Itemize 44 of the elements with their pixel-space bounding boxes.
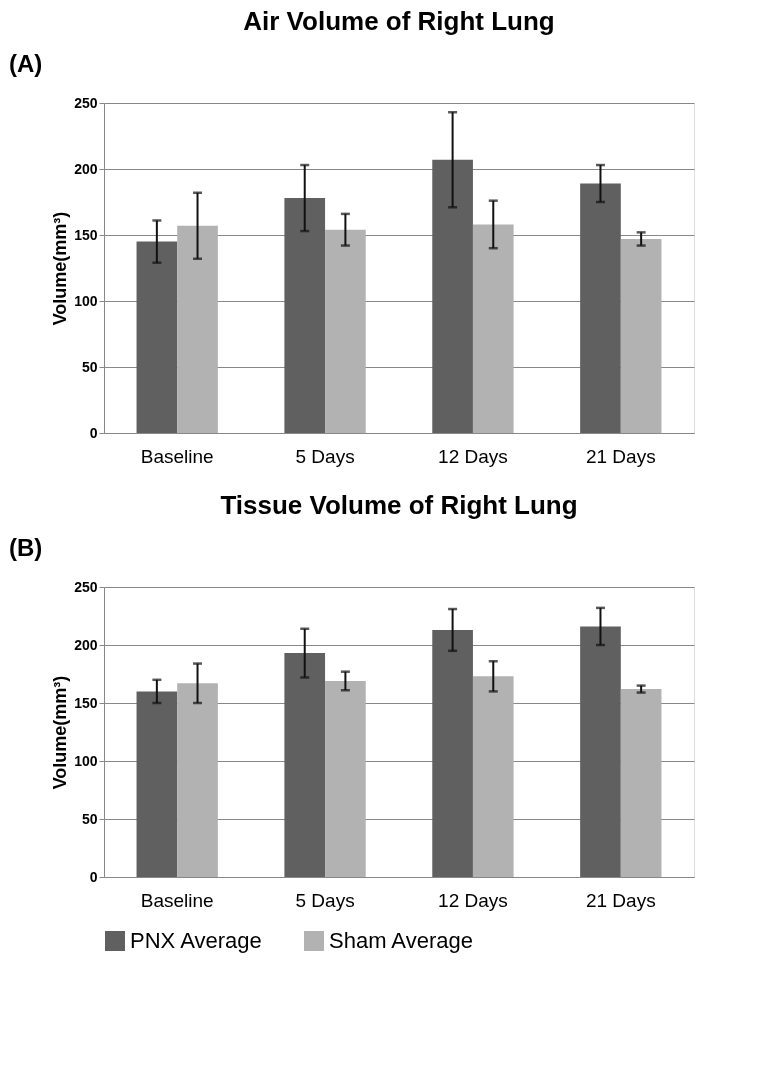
legend-label: PNX Average <box>130 928 262 953</box>
bar <box>136 241 178 433</box>
bar <box>177 225 218 433</box>
chart-title: Tissue Volume of Right Lung <box>220 490 578 520</box>
x-tick-label: 21 Days <box>585 445 656 467</box>
bar <box>284 653 326 877</box>
y-axis-title: Volume(mm³) <box>50 675 71 790</box>
bar <box>284 198 326 433</box>
text: (A) <box>9 50 43 77</box>
bar <box>620 689 662 877</box>
y-tick-label: 0 <box>89 868 98 885</box>
x-tick-label: 5 Days <box>295 445 355 467</box>
bar <box>177 683 218 877</box>
text: (B) <box>9 534 43 561</box>
x-tick-label: Baseline <box>140 889 214 911</box>
y-tick-label: 50 <box>81 810 98 827</box>
y-tick-label: 200 <box>74 160 98 177</box>
bar <box>472 224 514 433</box>
y-tick-label: 100 <box>74 292 98 309</box>
y-tick-label: 200 <box>74 636 98 653</box>
y-tick-label: 150 <box>74 694 98 711</box>
y-tick-label: 150 <box>74 226 98 243</box>
chart-title: Air Volume of Right Lung <box>243 6 555 36</box>
x-tick-label: Baseline <box>140 445 214 467</box>
y-tick-label: 0 <box>89 424 98 441</box>
y-tick-label: 250 <box>74 94 98 111</box>
bar <box>580 183 621 433</box>
legend-label: Sham Average <box>329 928 473 953</box>
bar <box>472 676 514 877</box>
x-tick-label: 21 Days <box>585 889 656 911</box>
bar <box>136 691 178 877</box>
x-tick-label: 12 Days <box>438 889 508 911</box>
x-tick-label: 5 Days <box>295 889 355 911</box>
bar <box>325 229 366 433</box>
y-tick-label: 250 <box>74 578 98 595</box>
bar <box>325 680 366 877</box>
bar <box>432 159 473 433</box>
bar <box>580 626 621 877</box>
bar <box>620 238 662 433</box>
y-tick-label: 50 <box>81 358 98 375</box>
y-tick-label: 100 <box>74 752 98 769</box>
y-axis-title: Volume(mm³) <box>50 211 71 326</box>
bar <box>432 629 473 877</box>
x-tick-label: 12 Days <box>438 445 508 467</box>
